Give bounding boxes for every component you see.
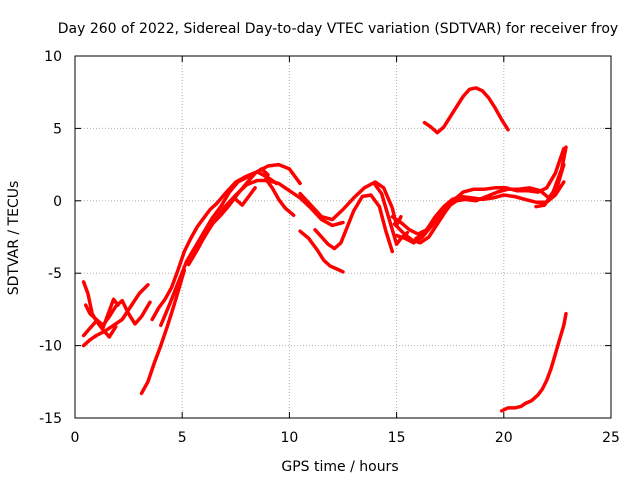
y-tick-label: -5 — [48, 266, 62, 282]
series-arc-5 — [139, 268, 187, 396]
chart-title: Day 260 of 2022, Sidereal Day-to-day VTE… — [58, 21, 618, 37]
y-axis-label: SDTVAR / TECUs — [6, 181, 22, 296]
series-arc-20 — [534, 145, 568, 209]
x-tick-label: 25 — [602, 430, 620, 446]
series-arc-22 — [499, 311, 568, 413]
series-arc-19 — [414, 210, 446, 241]
x-tick-label: 20 — [495, 430, 513, 446]
y-tick-label: 5 — [53, 121, 62, 137]
y-tick-label: 10 — [44, 49, 62, 65]
series-arc-9 — [201, 167, 270, 241]
x-tick-label: 10 — [280, 430, 298, 446]
series-arc-13 — [313, 193, 395, 254]
series-arc-4 — [81, 319, 118, 339]
series-arc-11 — [234, 186, 257, 207]
x-tick-label: 0 — [71, 430, 80, 446]
data-series — [81, 86, 568, 413]
y-tick-label: 0 — [53, 194, 62, 210]
x-tick-label: 15 — [388, 430, 406, 446]
axis-ticks — [74, 55, 612, 419]
series-arc-16 — [390, 180, 566, 236]
x-tick-labels: 0 5 10 15 20 25 — [71, 430, 620, 446]
series-arc-21 — [422, 86, 510, 135]
series-arc-17 — [392, 146, 566, 245]
y-tick-label: -15 — [39, 411, 62, 427]
x-axis-label: GPS time / hours — [281, 459, 398, 475]
series-arc-3 — [81, 283, 150, 348]
x-tick-label: 5 — [178, 430, 187, 446]
series-arc-2 — [83, 298, 152, 328]
plot-frame — [74, 55, 612, 419]
series-arc-12 — [298, 180, 403, 228]
y-tick-labels: -15 -10 -5 0 5 10 — [39, 49, 62, 427]
series-arc-10 — [264, 177, 296, 218]
y-tick-label: -10 — [39, 339, 62, 355]
series-arc-14 — [298, 229, 345, 274]
series-arc-7 — [159, 162, 302, 328]
